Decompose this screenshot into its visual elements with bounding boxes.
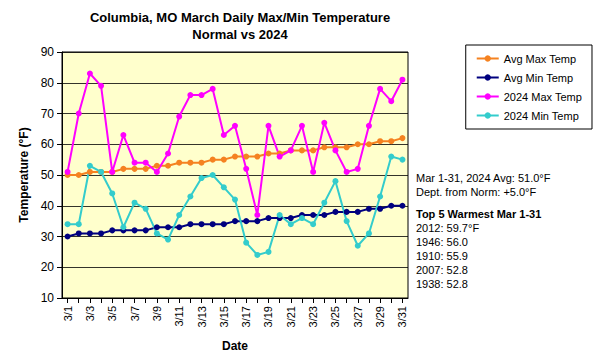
svg-text:Mar 1-31, 2024 Avg: 51.0°F: Mar 1-31, 2024 Avg: 51.0°F [416,172,551,184]
svg-text:1946: 56.0: 1946: 56.0 [416,236,468,248]
svg-text:1910: 55.9: 1910: 55.9 [416,250,468,262]
svg-text:20: 20 [41,260,55,274]
svg-text:3/3: 3/3 [84,306,96,321]
svg-text:3/27: 3/27 [352,306,364,327]
svg-text:Columbia, MO March Daily Max/M: Columbia, MO March Daily Max/Min Tempera… [90,10,390,25]
svg-text:2024 Max Temp: 2024 Max Temp [504,91,582,103]
svg-text:3/17: 3/17 [240,306,252,327]
svg-text:3/15: 3/15 [218,306,230,327]
svg-text:3/19: 3/19 [262,306,274,327]
svg-text:90: 90 [41,45,55,59]
svg-text:50: 50 [41,168,55,182]
svg-text:3/21: 3/21 [285,306,297,327]
svg-text:Avg Min Temp: Avg Min Temp [504,72,573,84]
svg-text:3/23: 3/23 [307,306,319,327]
svg-text:10: 10 [41,291,55,305]
svg-text:3/7: 3/7 [129,306,141,321]
svg-text:2007: 52.8: 2007: 52.8 [416,264,468,276]
svg-text:80: 80 [41,76,55,90]
svg-text:Temperature (°F): Temperature (°F) [17,127,31,222]
svg-text:30: 30 [41,230,55,244]
svg-text:3/9: 3/9 [151,306,163,321]
svg-text:3/5: 3/5 [106,306,118,321]
svg-text:3/11: 3/11 [173,306,185,327]
svg-text:Top 5 Warmest Mar 1-31: Top 5 Warmest Mar 1-31 [416,208,541,220]
svg-text:70: 70 [41,107,55,121]
svg-text:2012: 59.7°F: 2012: 59.7°F [416,222,479,234]
svg-text:Dept. from Norm: +5.0°F: Dept. from Norm: +5.0°F [416,186,537,198]
svg-text:3/25: 3/25 [329,306,341,327]
svg-text:Date: Date [222,339,248,353]
svg-text:3/31: 3/31 [396,306,408,327]
svg-text:2024 Min Temp: 2024 Min Temp [504,110,579,122]
svg-text:Normal vs 2024: Normal vs 2024 [192,27,288,42]
svg-text:Avg Max Temp: Avg Max Temp [504,53,576,65]
svg-text:60: 60 [41,137,55,151]
svg-text:1938: 52.8: 1938: 52.8 [416,278,468,290]
svg-text:3/13: 3/13 [196,306,208,327]
svg-text:3/29: 3/29 [374,306,386,327]
svg-text:3/1: 3/1 [62,306,74,321]
svg-text:40: 40 [41,199,55,213]
